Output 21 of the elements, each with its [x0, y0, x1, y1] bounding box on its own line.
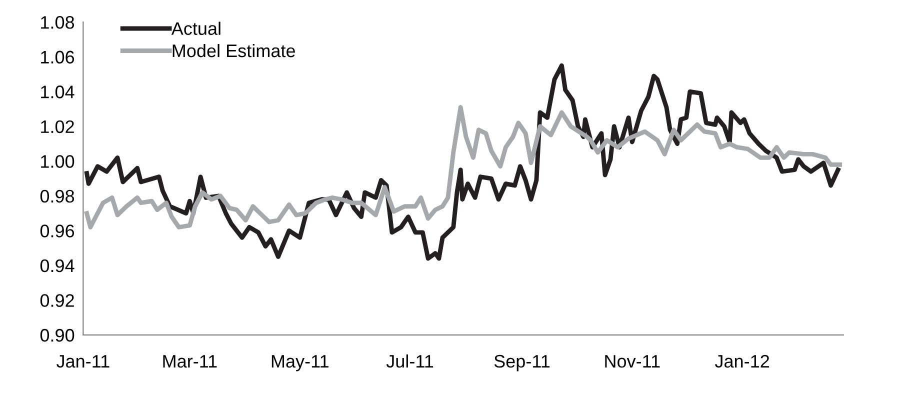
x-tick-label: Mar-11: [163, 355, 217, 368]
y-tick-label: 0.94: [40, 259, 74, 272]
y-tick-label: 0.90: [40, 328, 74, 342]
x-tick-label: Jan-12: [714, 354, 770, 368]
y-tick-label: 1.08: [41, 16, 74, 29]
y-tick-label: 0.96: [40, 224, 74, 238]
line-series: [84, 105, 842, 230]
x-tick-label: Jan-11: [56, 355, 110, 368]
x-tick-label: Nov-11: [605, 355, 660, 368]
x-tick-label: May-11: [272, 355, 328, 372]
legend-label: Model Estimate: [172, 44, 295, 58]
x-tick-label: Sep-11: [494, 354, 550, 372]
y-tick-label: 1.04: [41, 86, 74, 98]
y-tick-label: 1.06: [41, 50, 74, 64]
line-series: [84, 63, 840, 261]
x-tick-label: Jul-11: [386, 354, 434, 368]
y-tick-label: 1.02: [41, 120, 74, 134]
y-tick-label: 0.92: [40, 294, 74, 307]
y-tick-label: 0.98: [40, 190, 74, 203]
y-tick-label: 1.00: [41, 155, 74, 168]
legend-label: Actual: [171, 22, 220, 35]
